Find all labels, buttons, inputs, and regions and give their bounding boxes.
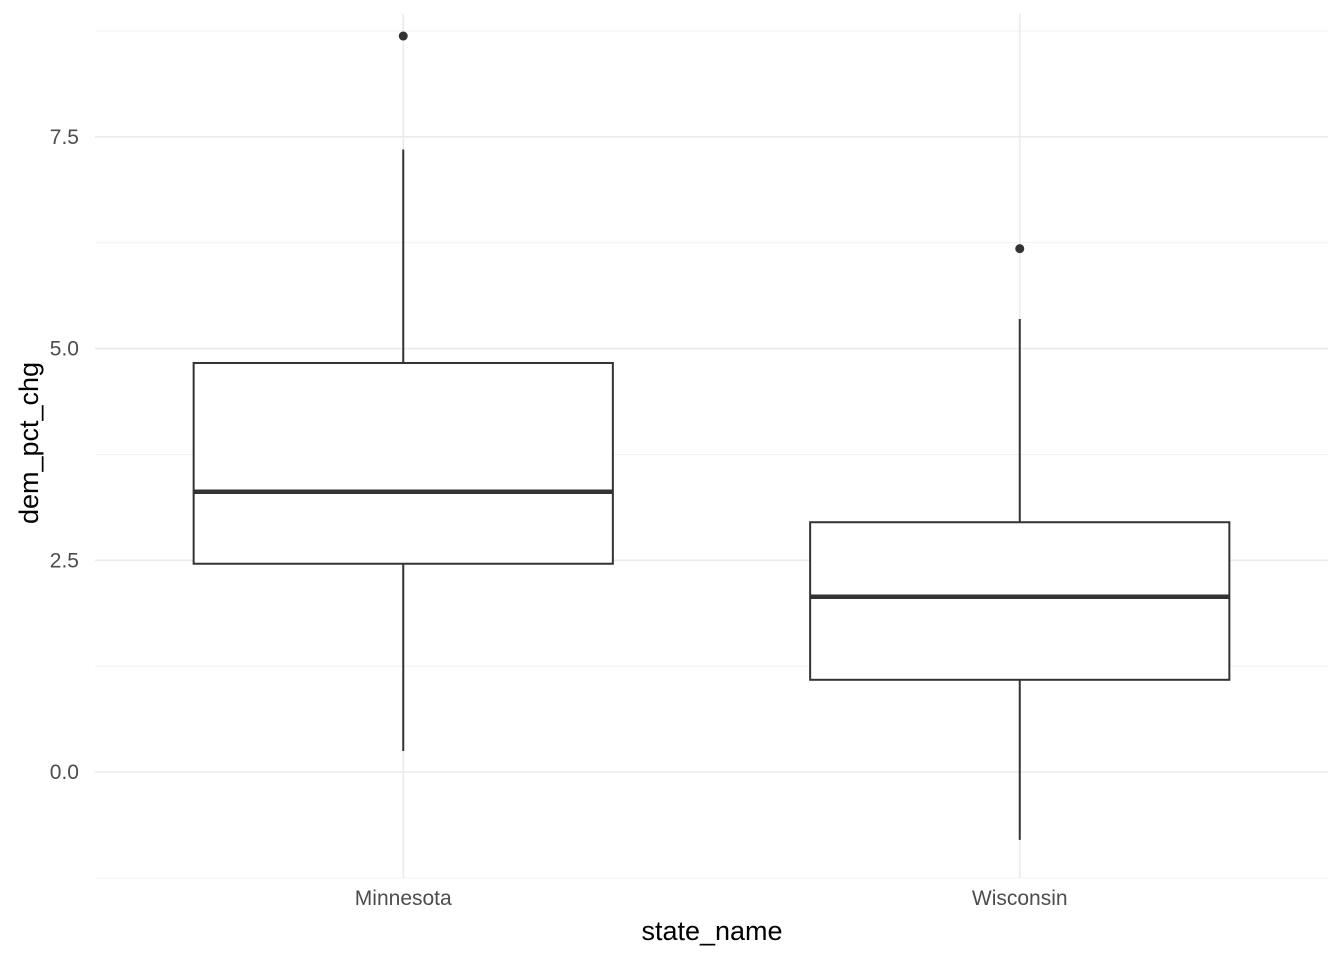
y-tick-label: 2.5 [50, 549, 79, 572]
boxes-layer [192, 31, 1231, 840]
box-iqr [809, 521, 1231, 681]
box-minnesota [192, 31, 614, 751]
y-tick-label: 0.0 [50, 761, 79, 784]
tick-labels: 0.0 2.5 5.0 7.5 Minnesota Wisconsin [50, 126, 1068, 910]
x-tick-label: Minnesota [355, 887, 452, 910]
x-tick-label: Wisconsin [972, 887, 1068, 910]
y-tick-label: 5.0 [50, 338, 79, 361]
y-tick-label: 7.5 [50, 126, 79, 149]
box-wisconsin [809, 244, 1231, 840]
x-axis-title: state_name [641, 916, 782, 946]
outlier-point [398, 31, 408, 41]
box-iqr [192, 361, 614, 565]
outlier-point [1015, 244, 1025, 254]
y-axis-title: dem_pct_chg [14, 362, 44, 524]
